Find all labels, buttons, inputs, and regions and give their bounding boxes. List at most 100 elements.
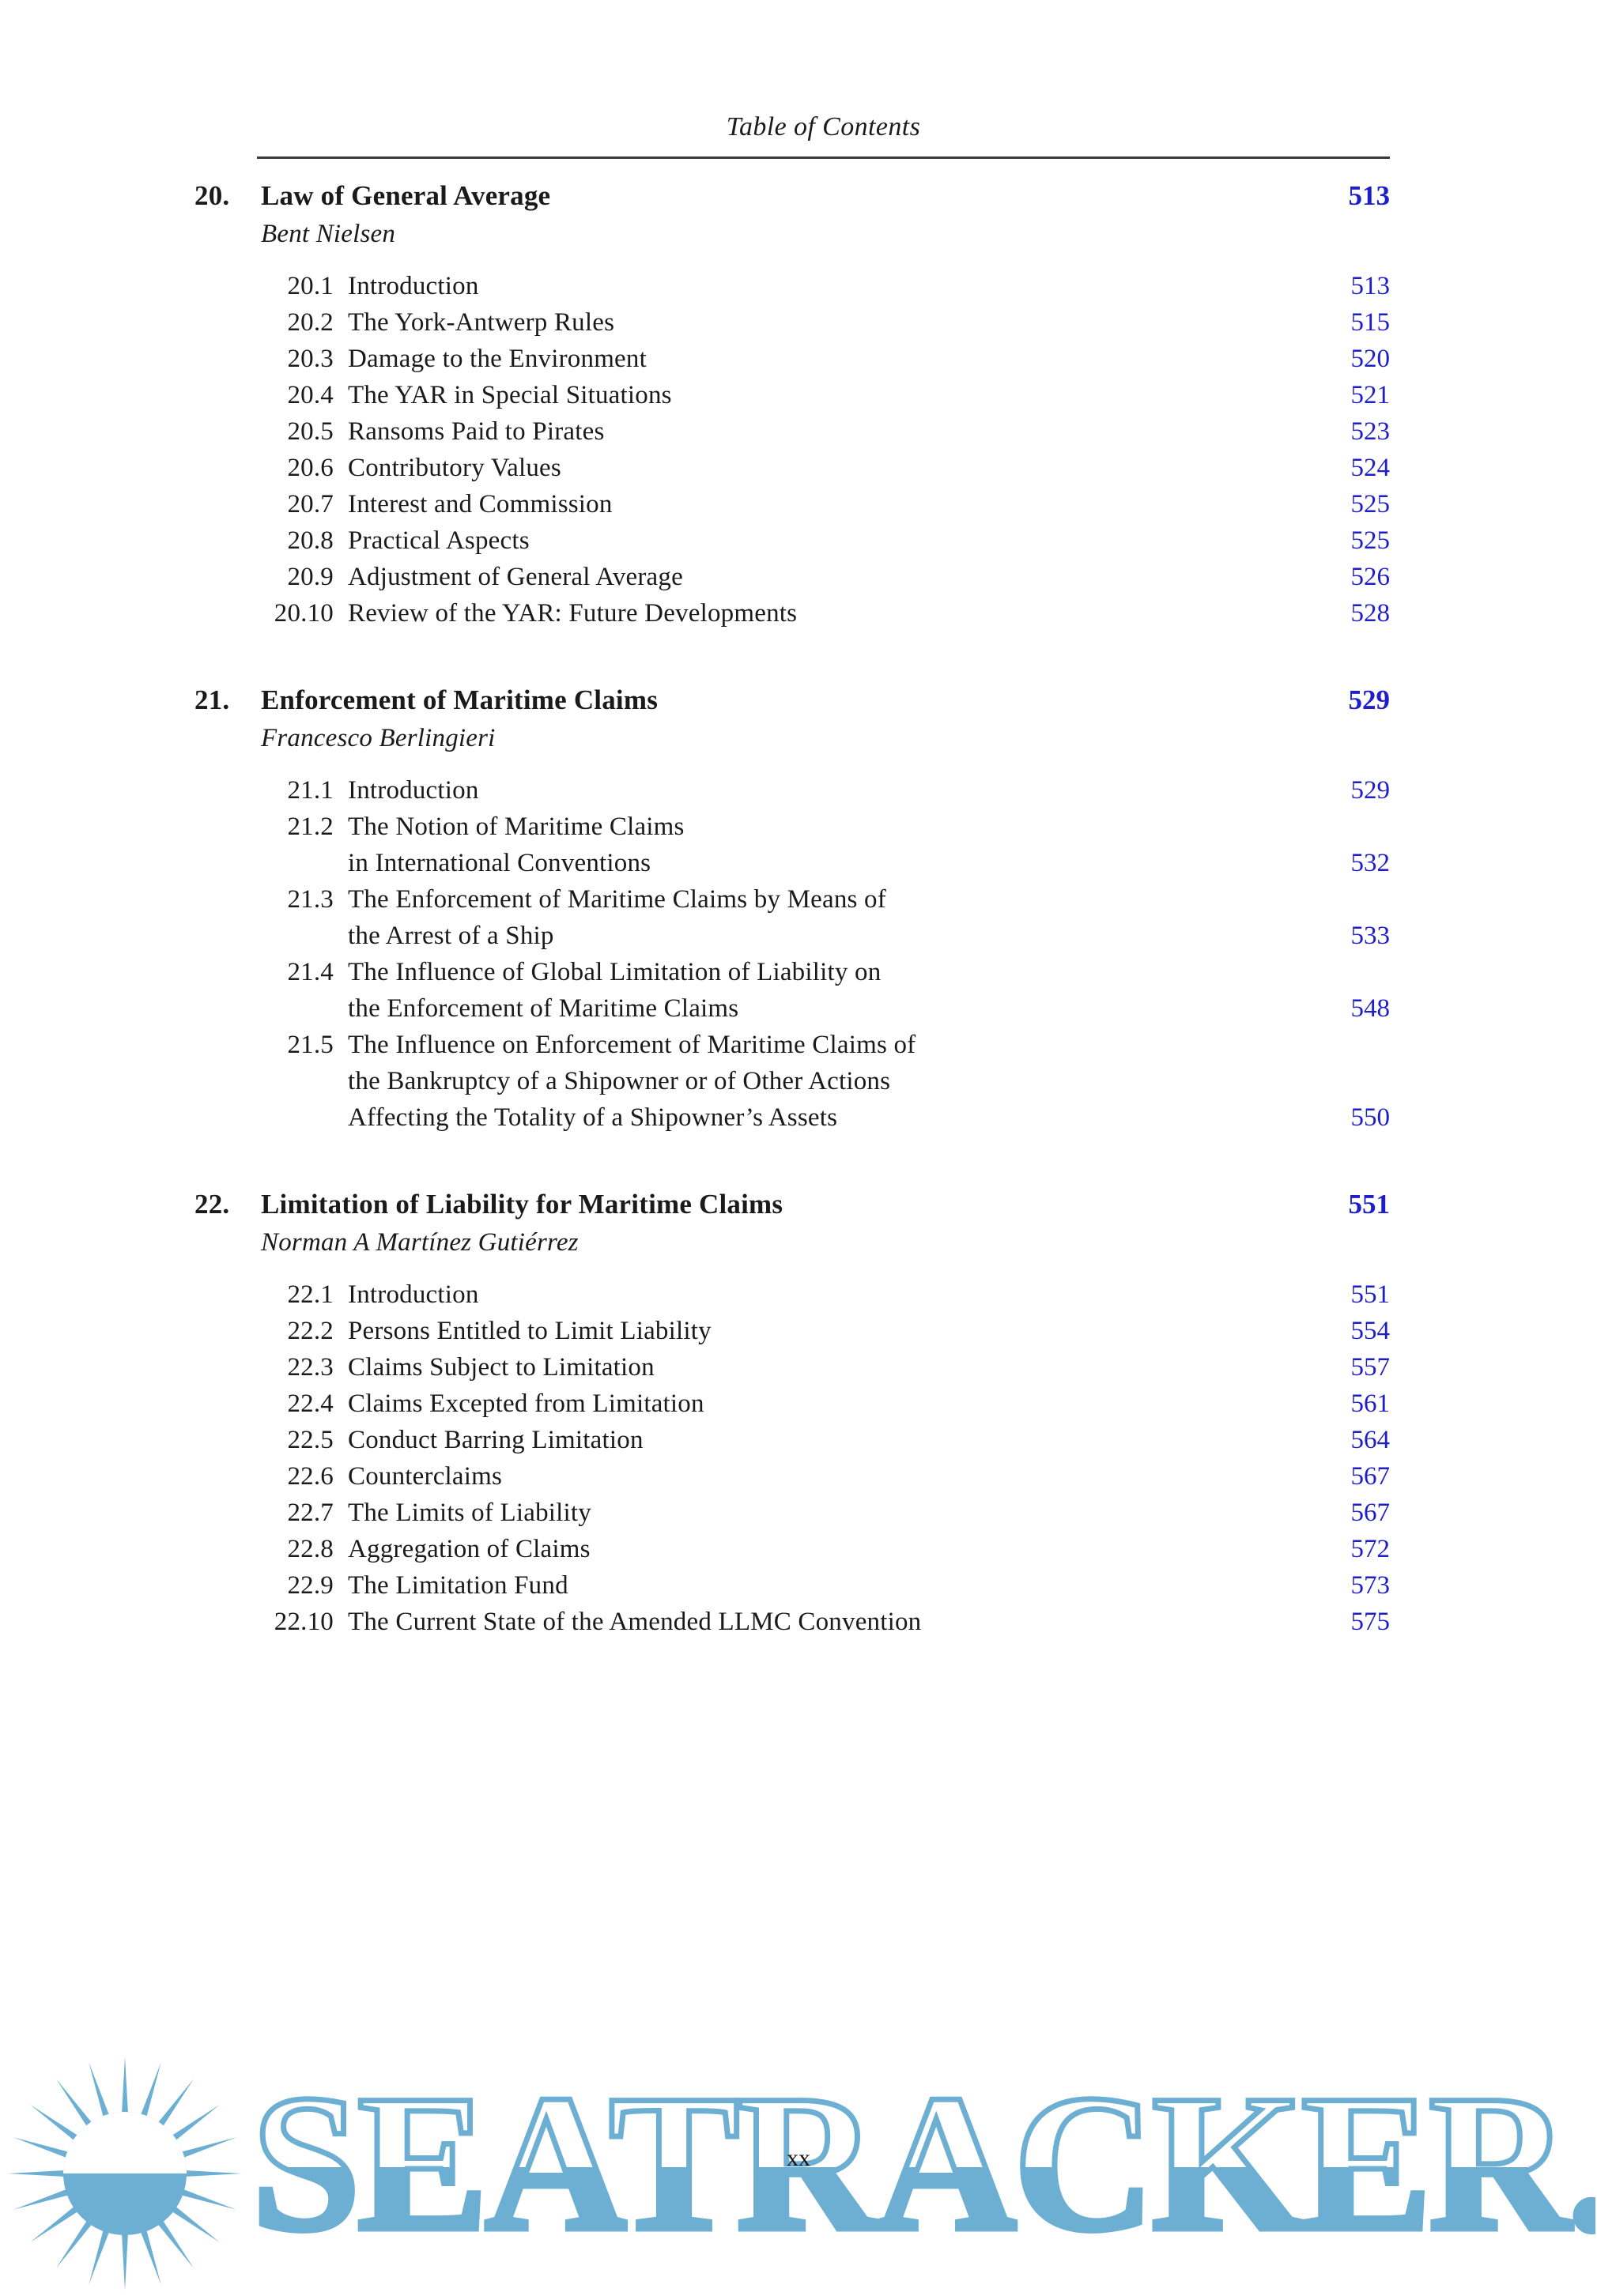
section-entry[interactable]: 20.2 The York-Antwerp Rules 515 bbox=[0, 308, 1597, 345]
section-page-number[interactable]: 575 bbox=[1350, 1608, 1391, 1636]
section-page-number[interactable]: 573 bbox=[1350, 1571, 1391, 1600]
section-title[interactable]: Introduction bbox=[348, 272, 479, 300]
section-line: 21.3 The Enforcement of Maritime Claims b… bbox=[0, 885, 1597, 922]
section-line: 22.8 Aggregation of Claims 572 bbox=[0, 1535, 1597, 1571]
chapter-heading[interactable]: 22. Limitation of Liability for Maritime … bbox=[0, 1189, 1597, 1228]
chapter-title[interactable]: Limitation of Liability for Maritime Cla… bbox=[261, 1189, 783, 1220]
section-page-number[interactable]: 557 bbox=[1350, 1353, 1391, 1382]
section-page-number[interactable]: 526 bbox=[1350, 563, 1391, 591]
section-entry[interactable]: 20.4 The YAR in Special Situations 521 bbox=[0, 381, 1597, 417]
section-page-number[interactable]: 513 bbox=[1350, 272, 1391, 300]
section-entry[interactable]: 21.2 The Notion of Maritime Claims in Inte… bbox=[0, 812, 1597, 885]
section-title[interactable]: Damage to the Environment bbox=[348, 345, 647, 373]
section-title[interactable]: Persons Entitled to Limit Liability bbox=[348, 1317, 712, 1345]
section-page-number[interactable]: 529 bbox=[1350, 776, 1391, 805]
section-list: 21.1 Introduction 529 21.2 The Notion of Mar… bbox=[0, 776, 1597, 1140]
section-page-number[interactable]: 550 bbox=[1350, 1103, 1391, 1132]
section-title[interactable]: The Influence of Global Limitation of Li… bbox=[348, 958, 882, 986]
section-title[interactable]: The Notion of Maritime Claims bbox=[348, 812, 685, 841]
section-title[interactable]: Aggregation of Claims bbox=[348, 1535, 591, 1563]
section-page-number[interactable]: 520 bbox=[1350, 345, 1391, 373]
section-title[interactable]: Adjustment of General Average bbox=[348, 563, 683, 591]
section-entry[interactable]: 20.5 Ransoms Paid to Pirates 523 bbox=[0, 417, 1597, 454]
chapter-number: 21. bbox=[194, 684, 230, 715]
section-line: 20.8 Practical Aspects 525 bbox=[0, 526, 1597, 563]
section-number: 20.6 bbox=[287, 454, 334, 482]
chapter-page-number[interactable]: 529 bbox=[1348, 684, 1391, 715]
section-page-number[interactable]: 567 bbox=[1350, 1499, 1391, 1527]
section-title[interactable]: Interest and Commission bbox=[348, 490, 613, 518]
section-title[interactable]: The YAR in Special Situations bbox=[348, 381, 672, 409]
section-entry[interactable]: 20.1 Introduction 513 bbox=[0, 272, 1597, 308]
section-title[interactable]: Conduct Barring Limitation bbox=[348, 1426, 644, 1454]
table-of-contents: 20. Law of General Average 513 Bent Nielsen… bbox=[0, 180, 1597, 1644]
section-line: 22.1 Introduction 551 bbox=[0, 1280, 1597, 1317]
section-page-number[interactable]: 533 bbox=[1350, 922, 1391, 950]
section-entry[interactable]: 22.1 Introduction 551 bbox=[0, 1280, 1597, 1317]
section-title[interactable]: the Bankruptcy of a Shipowner or of Othe… bbox=[348, 1067, 891, 1095]
section-entry[interactable]: 21.5 The Influence on Enforcement of Mari… bbox=[0, 1031, 1597, 1140]
section-page-number[interactable]: 523 bbox=[1350, 417, 1391, 446]
section-page-number[interactable]: 567 bbox=[1350, 1462, 1391, 1491]
section-page-number[interactable]: 525 bbox=[1350, 490, 1391, 518]
chapter-page-number[interactable]: 513 bbox=[1348, 180, 1391, 211]
section-entry[interactable]: 20.9 Adjustment of General Average 526 bbox=[0, 563, 1597, 599]
chapter-heading[interactable]: 21. Enforcement of Maritime Claims 529 bbox=[0, 684, 1597, 724]
section-title[interactable]: The Enforcement of Maritime Claims by Me… bbox=[348, 885, 886, 914]
section-entry[interactable]: 20.10 Review of the YAR: Future Developme… bbox=[0, 599, 1597, 635]
section-title[interactable]: The Current State of the Amended LLMC Co… bbox=[348, 1608, 922, 1636]
section-title[interactable]: the Enforcement of Maritime Claims bbox=[348, 994, 739, 1023]
section-entry[interactable]: 20.6 Contributory Values 524 bbox=[0, 454, 1597, 490]
chapter-title[interactable]: Law of General Average bbox=[261, 180, 551, 211]
section-entry[interactable]: 21.1 Introduction 529 bbox=[0, 776, 1597, 812]
section-page-number[interactable]: 551 bbox=[1350, 1280, 1391, 1309]
section-entry[interactable]: 22.2 Persons Entitled to Limit Liability 5… bbox=[0, 1317, 1597, 1353]
section-entry[interactable]: 22.8 Aggregation of Claims 572 bbox=[0, 1535, 1597, 1571]
section-title[interactable]: Affecting the Totality of a Shipowner’s … bbox=[348, 1103, 838, 1132]
section-title[interactable]: Review of the YAR: Future Developments bbox=[348, 599, 798, 628]
chapter-page-number[interactable]: 551 bbox=[1348, 1189, 1391, 1220]
section-title[interactable]: Introduction bbox=[348, 1280, 479, 1309]
section-title[interactable]: The Limitation Fund bbox=[348, 1571, 568, 1600]
chapter-title[interactable]: Enforcement of Maritime Claims bbox=[261, 684, 659, 715]
section-entry[interactable]: 20.8 Practical Aspects 525 bbox=[0, 526, 1597, 563]
section-number: 22.8 bbox=[287, 1535, 334, 1563]
section-page-number[interactable]: 521 bbox=[1350, 381, 1391, 409]
section-entry[interactable]: 22.5 Conduct Barring Limitation 564 bbox=[0, 1426, 1597, 1462]
section-page-number[interactable]: 524 bbox=[1350, 454, 1391, 482]
section-title[interactable]: in International Conventions bbox=[348, 849, 651, 877]
section-line: 22.6 Counterclaims 567 bbox=[0, 1462, 1597, 1499]
section-page-number[interactable]: 554 bbox=[1350, 1317, 1391, 1345]
section-title[interactable]: Introduction bbox=[348, 776, 479, 805]
section-title[interactable]: The York-Antwerp Rules bbox=[348, 308, 615, 337]
section-entry[interactable]: 21.3 The Enforcement of Maritime Claims b… bbox=[0, 885, 1597, 958]
section-entry[interactable]: 22.10 The Current State of the Amended LL… bbox=[0, 1608, 1597, 1644]
section-page-number[interactable]: 561 bbox=[1350, 1389, 1391, 1418]
section-title[interactable]: Ransoms Paid to Pirates bbox=[348, 417, 605, 446]
section-entry[interactable]: 22.3 Claims Subject to Limitation 557 bbox=[0, 1353, 1597, 1389]
section-entry[interactable]: 22.6 Counterclaims 567 bbox=[0, 1462, 1597, 1499]
chapter-heading[interactable]: 20. Law of General Average 513 bbox=[0, 180, 1597, 220]
section-entry[interactable]: 22.7 The Limits of Liability 567 bbox=[0, 1499, 1597, 1535]
section-entry[interactable]: 20.7 Interest and Commission 525 bbox=[0, 490, 1597, 526]
section-number: 21.1 bbox=[287, 776, 334, 805]
section-entry[interactable]: 20.3 Damage to the Environment 520 bbox=[0, 345, 1597, 381]
section-page-number[interactable]: 525 bbox=[1350, 526, 1391, 555]
section-title[interactable]: the Arrest of a Ship bbox=[348, 922, 554, 950]
section-page-number[interactable]: 515 bbox=[1350, 308, 1391, 337]
section-title[interactable]: Contributory Values bbox=[348, 454, 561, 482]
section-page-number[interactable]: 532 bbox=[1350, 849, 1391, 877]
section-title[interactable]: Claims Excepted from Limitation bbox=[348, 1389, 704, 1418]
section-page-number[interactable]: 528 bbox=[1350, 599, 1391, 628]
section-title[interactable]: The Limits of Liability bbox=[348, 1499, 591, 1527]
section-entry[interactable]: 22.9 The Limitation Fund 573 bbox=[0, 1571, 1597, 1608]
section-title[interactable]: Counterclaims bbox=[348, 1462, 503, 1491]
section-page-number[interactable]: 572 bbox=[1350, 1535, 1391, 1563]
section-entry[interactable]: 21.4 The Influence of Global Limitation o… bbox=[0, 958, 1597, 1031]
section-title[interactable]: Practical Aspects bbox=[348, 526, 530, 555]
section-entry[interactable]: 22.4 Claims Excepted from Limitation 561 bbox=[0, 1389, 1597, 1426]
section-title[interactable]: The Influence on Enforcement of Maritime… bbox=[348, 1031, 916, 1059]
section-title[interactable]: Claims Subject to Limitation bbox=[348, 1353, 655, 1382]
section-page-number[interactable]: 564 bbox=[1350, 1426, 1391, 1454]
section-page-number[interactable]: 548 bbox=[1350, 994, 1391, 1023]
